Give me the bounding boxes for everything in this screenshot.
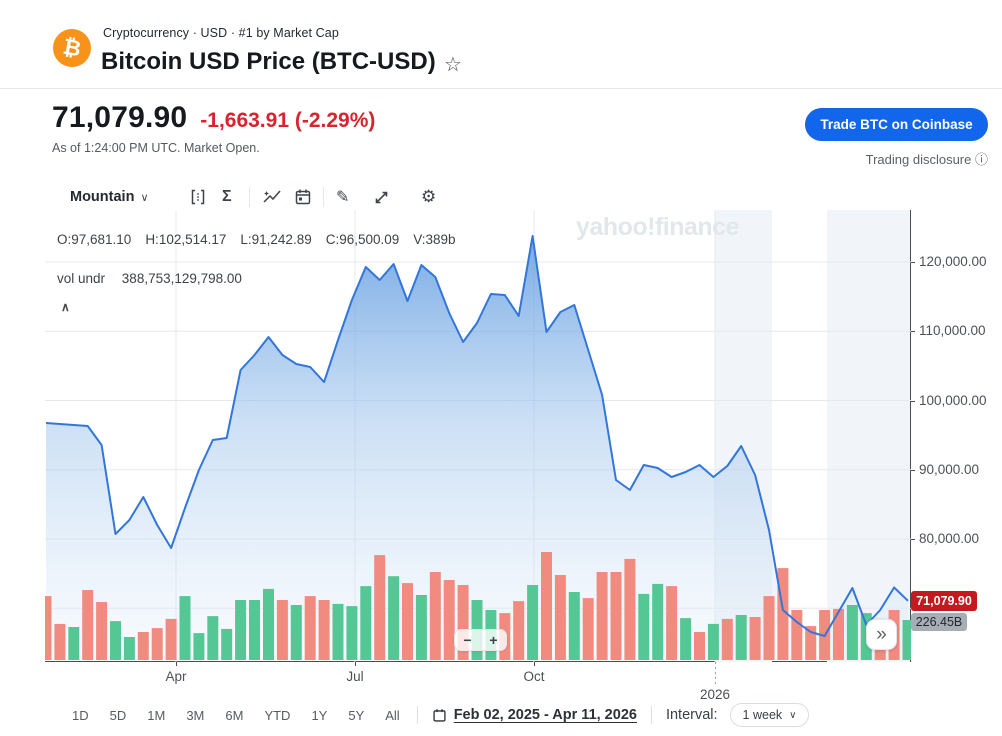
x-axis-tick [355, 662, 356, 666]
interval-dropdown[interactable]: 1 week ∨ [729, 703, 810, 727]
chart-type-dropdown[interactable]: Mountain ∨ [70, 186, 149, 208]
interval-label: Interval: [665, 707, 718, 723]
y-axis-label: 80,000.00 [919, 531, 980, 546]
date-range-picker[interactable]: Feb 02, 2025 - Apr 11, 2026 [453, 707, 637, 723]
events-icon[interactable] [294, 186, 312, 208]
range-button-1y[interactable]: 1Y [311, 707, 328, 723]
btc-glyph: ₿ [60, 34, 84, 63]
current-price: 71,079.90 [52, 101, 188, 134]
toolbar-separator [323, 187, 324, 207]
y-axis-label: 110,000.00 [919, 323, 986, 338]
sum-icon[interactable]: Σ [222, 186, 232, 208]
header-divider [0, 88, 1002, 89]
page-title: Bitcoin USD Price (BTC-USD) [101, 48, 436, 75]
range-button-ytd[interactable]: YTD [264, 707, 291, 723]
quote-row: 71,079.90 -1,663.91 (-2.29%) [52, 101, 375, 135]
bitcoin-logo: ₿ [49, 25, 95, 71]
zoom-out-button[interactable]: − [455, 630, 481, 650]
x-axis-label: Oct [523, 669, 545, 684]
range-buttons: 1D 5D 1M 3M 6M YTD 1Y 5Y All [0, 708, 400, 723]
toolbar-separator [249, 187, 250, 207]
pencil-glyph: ✎ [336, 189, 350, 206]
chevron-down-icon: ∨ [140, 191, 149, 204]
info-icon: ⓘ [974, 152, 988, 167]
calendar-icon [432, 708, 447, 723]
breadcrumb: Cryptocurrency · USD · #1 by Market Cap [103, 26, 339, 40]
ohlc-field: H:102,514.17 [145, 232, 227, 247]
ohlc-field: C:96,500.09 [325, 232, 400, 247]
y-axis-label: 90,000.00 [919, 462, 980, 477]
interval-value: 1 week [742, 708, 783, 722]
y-axis-tick [911, 262, 915, 263]
range-button-5d[interactable]: 5D [109, 707, 127, 723]
x-axis-tick [534, 662, 535, 666]
chart-plot[interactable]: O:97,681.10 H:102,514.17 L:91,242.89 C:96,5… [45, 210, 911, 662]
trading-disclosure-link[interactable]: Trading disclosure ⓘ [0, 149, 988, 168]
x-axis-tick [176, 662, 177, 666]
range-button-3m[interactable]: 3M [186, 707, 205, 723]
range-toolbar: 1D 5D 1M 3M 6M YTD 1Y 5Y All Feb 02, 2025 - Apr … [0, 702, 1002, 728]
favorite-star-icon[interactable]: ☆ [444, 54, 462, 76]
volume-value: 388,753,129,798.00 [121, 271, 242, 286]
volume-readout: vol undr 388,753,129,798.00 [57, 271, 242, 286]
range-button-1m[interactable]: 1M [147, 707, 166, 723]
year-boundary-dotted-line [715, 662, 716, 687]
y-axis-tick [911, 539, 915, 540]
settings-gear-icon[interactable]: ⚙ [421, 186, 436, 208]
range-button-all[interactable]: All [385, 707, 400, 723]
range-button-1d[interactable]: 1D [72, 707, 89, 723]
y-axis-tick [911, 401, 915, 402]
trade-btc-button[interactable]: Trade BTC on Coinbase [805, 108, 988, 141]
collapse-panel-caret[interactable]: ∧ [61, 300, 70, 314]
sigma-glyph: Σ [222, 188, 232, 205]
y-axis-label: 120,000.00 [919, 254, 987, 269]
expand-icon[interactable] [373, 186, 390, 208]
volume-label: vol undr [57, 271, 106, 286]
chart-area: O:97,681.10 H:102,514.17 L:91,242.89 C:96,5… [45, 210, 1002, 710]
separator [650, 706, 652, 724]
ohlc-readout: O:97,681.10 H:102,514.17 L:91,242.89 C:96,5… [57, 232, 470, 247]
asof-text: As of 1:24:00 PM UTC. Market Open. [52, 141, 260, 155]
yahoo-finance-watermark: yahoo!finance [576, 213, 739, 241]
separator [416, 706, 418, 724]
gear-glyph: ⚙ [421, 187, 437, 206]
range-button-5y[interactable]: 5Y [348, 707, 365, 723]
scroll-forward-button[interactable]: » [866, 619, 897, 650]
draw-icon[interactable]: ✎ [336, 186, 349, 208]
last-price-badge: 71,079.90 [911, 591, 977, 611]
range-button-6m[interactable]: 6M [225, 707, 244, 723]
y-axis-tick [911, 331, 915, 332]
market-cap-badge: 226.45B [911, 613, 967, 631]
chevron-down-icon: ∨ [789, 709, 797, 721]
change-value: -1,663.91 [200, 109, 290, 132]
ohlc-field: V:389b [413, 232, 456, 247]
year-axis-label: 2026 [699, 687, 731, 702]
y-axis-label: 100,000.00 [919, 393, 987, 408]
indicators-icon[interactable] [262, 186, 282, 208]
x-axis-label: Jul [346, 669, 364, 684]
ohlc-field: L:91,242.89 [240, 232, 312, 247]
zoom-in-button[interactable]: + [489, 632, 498, 648]
price-change: -1,663.91 (-2.29%) [200, 109, 375, 133]
x-axis-label: Apr [165, 669, 187, 684]
chart-interval-icon[interactable] [189, 186, 207, 208]
change-percent: (-2.29%) [294, 109, 376, 132]
disclosure-label: Trading disclosure [865, 152, 972, 167]
chart-type-label: Mountain [70, 189, 135, 205]
y-axis-tick [911, 470, 915, 471]
ohlc-field: O:97,681.10 [57, 232, 132, 247]
zoom-control: − + [454, 629, 507, 651]
